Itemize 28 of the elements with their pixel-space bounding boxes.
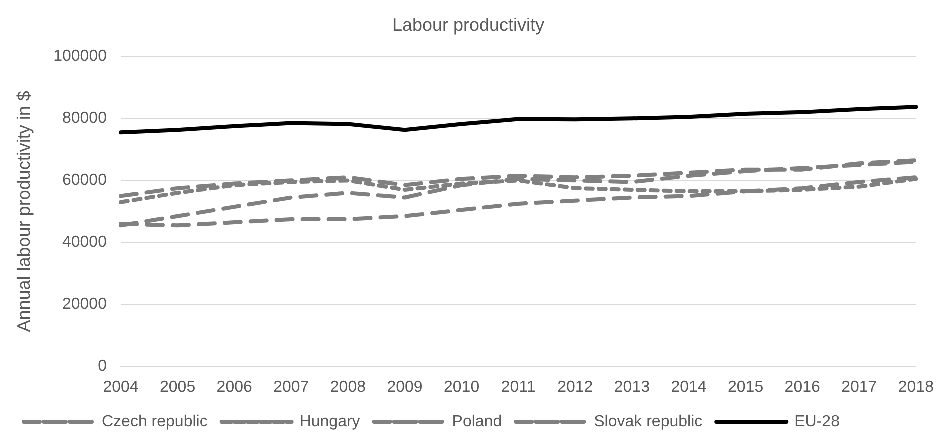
x-tick-label: 2009 bbox=[387, 378, 423, 396]
legend-label: Poland bbox=[452, 413, 502, 430]
x-tick-label: 2004 bbox=[103, 378, 139, 396]
x-tick-label: 2013 bbox=[614, 378, 650, 396]
y-tick-label: 0 bbox=[98, 358, 108, 376]
y-tick-label: 60000 bbox=[62, 172, 108, 190]
x-tick-label: 2015 bbox=[728, 378, 764, 396]
legend-label: Czech republic bbox=[102, 413, 208, 430]
x-tick-label: 2007 bbox=[274, 378, 310, 396]
legend-label: Slovak republic bbox=[594, 413, 703, 430]
legend-label: EU-28 bbox=[794, 413, 840, 430]
x-tick-label: 2017 bbox=[842, 378, 878, 396]
y-tick-label: 40000 bbox=[62, 234, 108, 252]
x-tick-label: 2010 bbox=[444, 378, 480, 396]
x-tick-label: 2014 bbox=[671, 378, 707, 396]
x-tick-label: 2011 bbox=[501, 378, 536, 396]
chart-title: Labour productivity bbox=[392, 14, 545, 35]
y-axis-title: Annual labour productivity in $ bbox=[14, 91, 34, 332]
y-tick-label: 80000 bbox=[62, 110, 108, 128]
x-tick-label: 2016 bbox=[784, 378, 820, 396]
x-tick-label: 2018 bbox=[898, 378, 934, 396]
y-tick-label: 20000 bbox=[62, 296, 108, 314]
x-tick-label: 2008 bbox=[330, 378, 366, 396]
x-tick-label: 2006 bbox=[216, 378, 252, 396]
x-tick-label: 2005 bbox=[160, 378, 196, 396]
legend-label: Hungary bbox=[300, 413, 360, 430]
x-tick-label: 2012 bbox=[558, 378, 594, 396]
y-tick-label: 100000 bbox=[54, 48, 108, 66]
